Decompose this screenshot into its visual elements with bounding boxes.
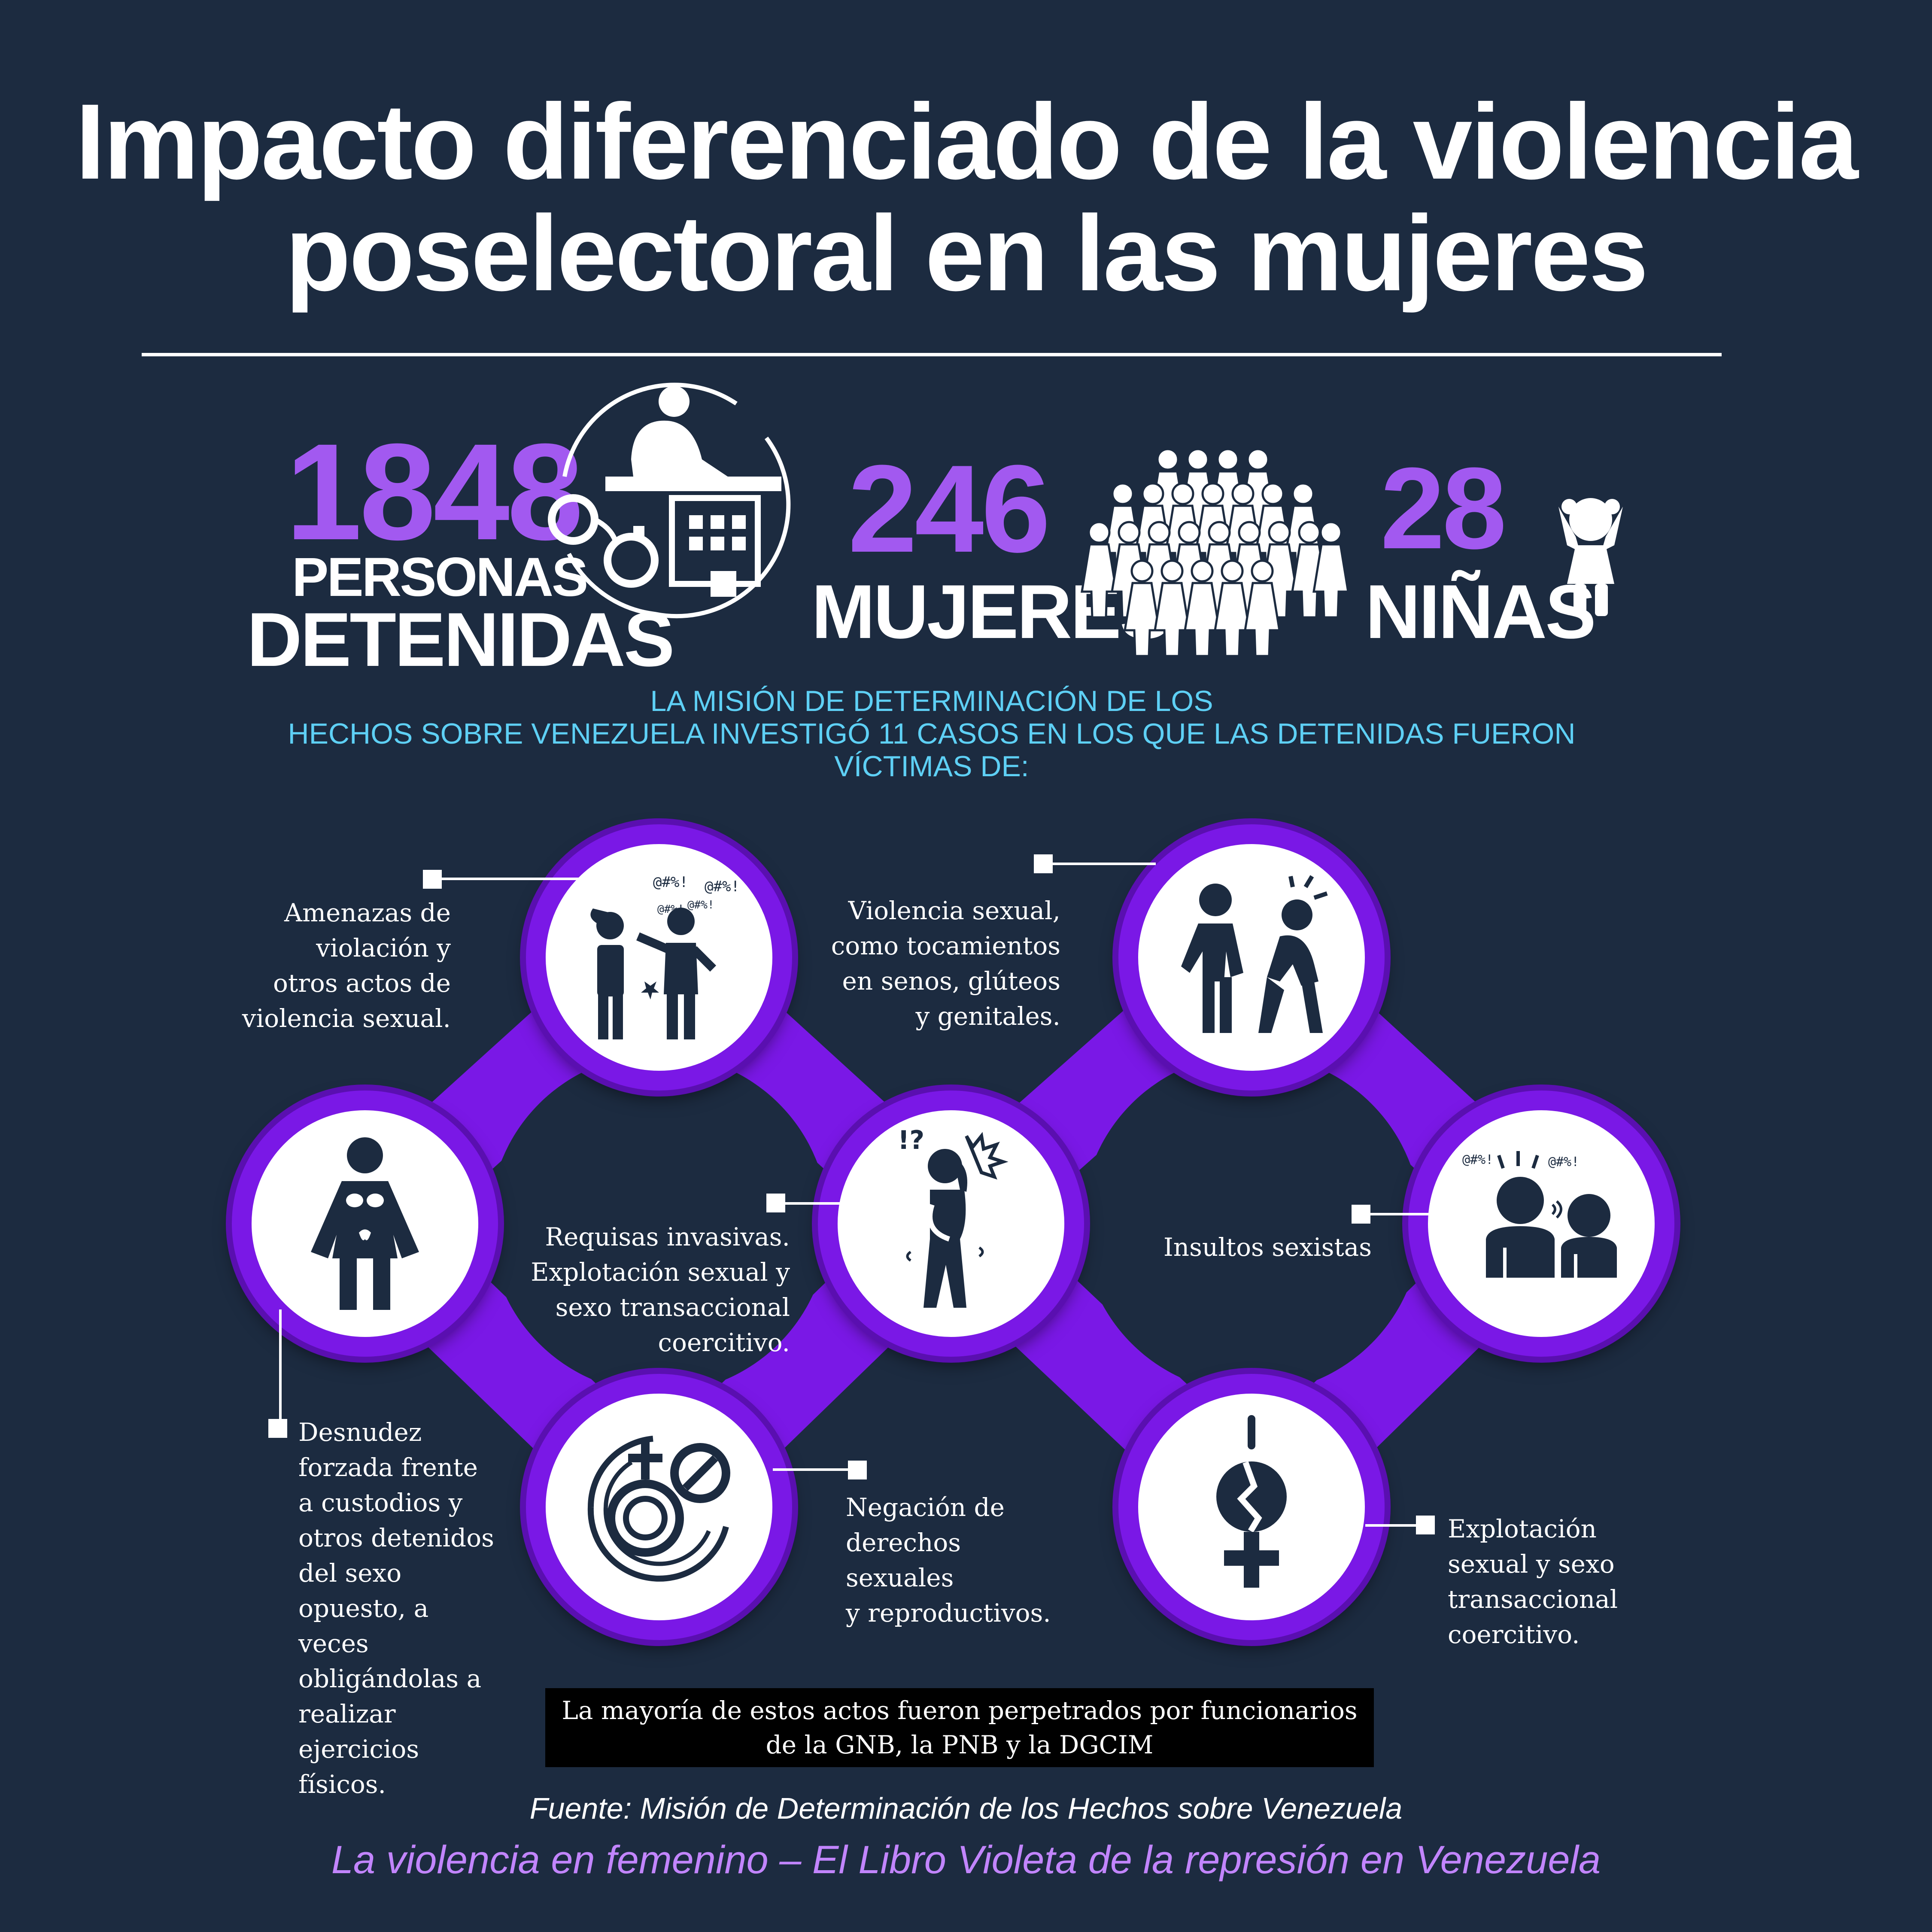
insults-caption: Insultos sexistas [1163,1233,1372,1262]
girls-count: 28 [1380,444,1507,573]
svg-text:@#%!: @#%! [687,899,714,911]
insults-connector [1370,1213,1435,1215]
women-count: 246 [848,439,1051,578]
svg-text:@#%!: @#%! [657,903,684,916]
distressed-woman-icon: !? [818,1091,1084,1357]
threat-icon: @#%! @#%! @#%! @#%! [526,824,792,1091]
exploitation-connector [1365,1524,1417,1527]
assault-icon [1118,824,1385,1091]
book-credit: La violencia en femenino – El Libro Viol… [331,1838,1601,1882]
woman-figure [1124,559,1160,657]
sexual-violence-connector [1053,863,1156,865]
woman-figure [1081,521,1118,619]
title-line-1: Impacto diferenciado de la violencia [75,82,1859,201]
insults-marker [1352,1205,1370,1224]
insult-icon: @#%! @#%! [1408,1091,1674,1357]
intro-line-3: VÍCTIMAS DE: [834,750,1029,783]
title-divider [142,353,1722,356]
exploitation-caption: Explotación sexual y sexo transaccional … [1448,1514,1618,1649]
source-credit: Fuente: Misión de Determinación de los H… [529,1792,1403,1825]
woman-figure [1244,559,1281,657]
detained-label-1: PERSONAS [292,547,588,608]
nudity-marker [268,1419,287,1438]
svg-text:@#%!: @#%! [1548,1154,1579,1170]
detained-label-2: DETENIDAS [247,597,675,682]
threats-caption: Amenazas de violación y otros actos de v… [242,898,451,1033]
threats-marker [423,870,442,889]
threats-connector [442,878,592,880]
svg-text:@#%!: @#%! [1462,1152,1493,1167]
woman-figure [1312,521,1349,619]
nudity-caption: Desnudez forzada frente a custodios y ot… [298,1418,494,1799]
searches-connector [785,1202,871,1205]
page-title: Impacto diferenciado de la violencia pos… [0,86,1932,309]
broken-female-symbol-icon [1118,1374,1385,1640]
svg-text:@#%!: @#%! [653,874,688,891]
svg-text:!?: !? [898,1125,924,1155]
intro-text: LA MISIÓN DE DETERMINACIÓN DE LOS HECHOS… [215,685,1649,783]
nudity-connector [279,1309,282,1434]
intro-line-2: HECHOS SOBRE VENEZUELA INVESTIGÓ 11 CASO… [288,717,1576,750]
rights-caption: Negación de derechos sexuales y reproduc… [846,1493,1051,1628]
detained-count: 1848 [286,415,583,568]
detention-icon [526,374,792,623]
exposed-woman-icon [232,1091,498,1357]
intro-line-1: LA MISIÓN DE DETERMINACIÓN DE LOS [650,685,1213,717]
woman-figure [1154,559,1191,657]
woman-figure [1184,559,1221,657]
searches-marker [766,1194,785,1212]
exploitation-marker [1416,1516,1435,1534]
girls-label: NIÑAS [1365,569,1596,654]
denied-gender-icon [526,1374,792,1640]
rights-connector [773,1468,852,1471]
title-line-2: poselectoral en las mujeres [285,193,1648,313]
svg-text:@#%!: @#%! [705,878,740,895]
women-group-icon [1073,434,1349,674]
searches-caption: Requisas invasivas. Explotación sexual y… [531,1222,790,1357]
perpetrators-note: La mayoría de estos actos fueron perpetr… [545,1688,1374,1767]
woman-figure [1214,559,1251,657]
sexual-violence-marker [1034,854,1053,873]
sexual-violence-caption: Violencia sexual, como tocamientos en se… [831,896,1060,1031]
rights-marker [848,1461,867,1479]
girl-icon [1550,489,1631,618]
